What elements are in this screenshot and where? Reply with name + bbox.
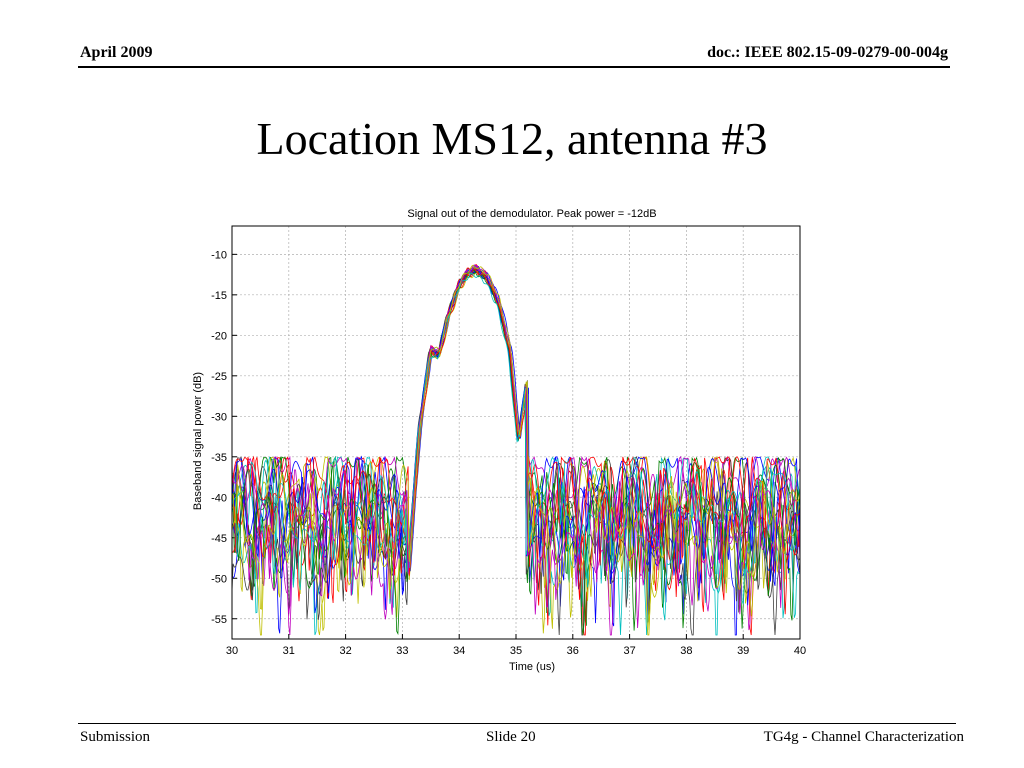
chart-svg: Signal out of the demodulator. Peak powe…	[186, 200, 816, 680]
y-tick-label: -45	[211, 533, 227, 545]
chart-figure: Signal out of the demodulator. Peak powe…	[186, 200, 816, 685]
series-line	[231, 264, 801, 636]
x-tick-label: 33	[396, 645, 408, 657]
y-tick-label: -30	[211, 411, 227, 423]
x-tick-label: 39	[737, 645, 749, 657]
x-tick-label: 37	[623, 645, 635, 657]
series-line	[231, 272, 801, 621]
header-rule	[78, 66, 950, 68]
y-tick-label: -20	[211, 330, 227, 342]
x-tick-label: 34	[453, 645, 465, 657]
y-tick-label: -15	[211, 290, 227, 302]
chart-title: Signal out of the demodulator. Peak powe…	[407, 208, 656, 220]
chart-ylabel: Baseband signal power (dB)	[192, 372, 204, 510]
y-tick-label: -25	[211, 371, 227, 383]
x-tick-label: 40	[794, 645, 806, 657]
series-line	[231, 266, 801, 636]
x-tick-label: 31	[283, 645, 295, 657]
y-tick-label: -40	[211, 492, 227, 504]
header-doc-id: doc.: IEEE 802.15-09-0279-00-004g	[707, 44, 948, 61]
x-tick-label: 35	[510, 645, 522, 657]
plot-frame	[231, 225, 801, 640]
y-tick-label: -10	[211, 249, 227, 261]
slide-title: Location MS12, antenna #3	[256, 113, 768, 164]
y-tick-label: -55	[211, 614, 227, 626]
footer-submission: Submission	[80, 729, 151, 745]
y-tick-label: -35	[211, 452, 227, 464]
x-tick-label: 30	[226, 645, 238, 657]
series-line	[231, 264, 801, 636]
x-tick-label: 36	[567, 645, 579, 657]
footer-slide-number: Slide 20	[486, 729, 536, 745]
x-tick-label: 38	[680, 645, 692, 657]
chart-ticks: 30 31 32 33 34 35 36 37 38 39 40 -10 -15 -20 -25 -30 -35…	[211, 249, 806, 657]
footer-rule	[78, 723, 956, 724]
chart-xlabel: Time (us)	[509, 661, 555, 673]
y-tick-label: -50	[211, 573, 227, 585]
chart-series	[231, 263, 801, 636]
header-date: April 2009	[80, 44, 153, 61]
footer-channel: TG4g - Channel Characterization	[763, 729, 964, 745]
x-tick-label: 32	[339, 645, 351, 657]
